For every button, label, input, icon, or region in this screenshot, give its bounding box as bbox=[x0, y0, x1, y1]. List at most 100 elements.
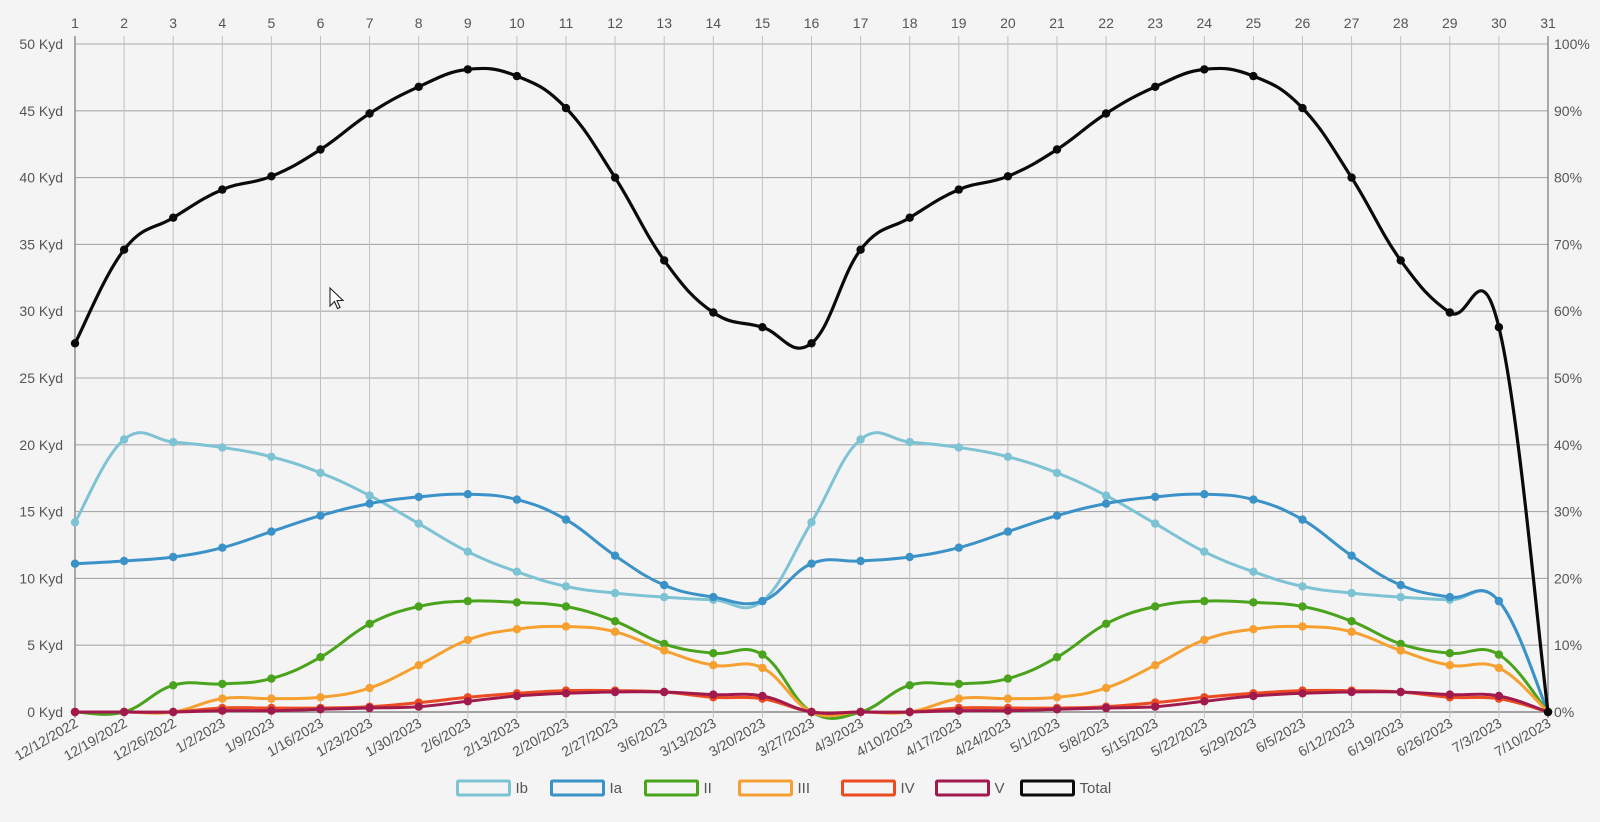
data-point[interactable] bbox=[1151, 602, 1160, 611]
data-point[interactable] bbox=[954, 543, 963, 552]
data-point[interactable] bbox=[414, 661, 423, 670]
series-total[interactable] bbox=[70, 65, 1553, 717]
data-point[interactable] bbox=[1396, 646, 1405, 655]
data-point[interactable] bbox=[1347, 588, 1356, 598]
data-point[interactable] bbox=[561, 582, 571, 591]
data-point[interactable] bbox=[1200, 635, 1209, 645]
data-point[interactable] bbox=[1151, 519, 1160, 528]
data-point[interactable] bbox=[463, 697, 472, 706]
data-point[interactable] bbox=[1200, 697, 1209, 706]
data-point[interactable] bbox=[610, 173, 620, 182]
data-point[interactable] bbox=[70, 707, 80, 717]
data-point[interactable] bbox=[758, 596, 767, 606]
data-point[interactable] bbox=[709, 308, 718, 317]
data-point[interactable] bbox=[709, 649, 718, 658]
data-point[interactable] bbox=[807, 707, 816, 717]
data-point[interactable] bbox=[1249, 598, 1258, 607]
data-point[interactable] bbox=[610, 588, 620, 598]
data-point[interactable] bbox=[660, 580, 669, 590]
data-point[interactable] bbox=[267, 694, 276, 703]
data-point[interactable] bbox=[1249, 495, 1258, 504]
data-point[interactable] bbox=[758, 650, 767, 659]
data-point[interactable] bbox=[365, 491, 374, 500]
data-point[interactable] bbox=[267, 674, 276, 683]
data-point[interactable] bbox=[1445, 661, 1455, 670]
data-point[interactable] bbox=[1249, 71, 1258, 81]
data-point[interactable] bbox=[1249, 691, 1258, 701]
series-ib[interactable] bbox=[70, 431, 1553, 717]
legend-item-total[interactable]: Total bbox=[1020, 779, 1112, 797]
data-point[interactable] bbox=[1396, 256, 1405, 265]
data-point[interactable] bbox=[218, 694, 227, 703]
data-point[interactable] bbox=[316, 693, 325, 702]
data-point[interactable] bbox=[267, 527, 276, 536]
data-point[interactable] bbox=[1298, 602, 1307, 611]
data-point[interactable] bbox=[1003, 706, 1013, 715]
data-point[interactable] bbox=[1347, 617, 1356, 626]
data-point[interactable] bbox=[414, 82, 423, 92]
data-point[interactable] bbox=[414, 602, 423, 611]
data-point[interactable] bbox=[1151, 661, 1160, 670]
data-point[interactable] bbox=[1494, 323, 1504, 332]
data-point[interactable] bbox=[316, 468, 325, 478]
data-point[interactable] bbox=[905, 552, 914, 562]
data-point[interactable] bbox=[1101, 499, 1111, 508]
legend-item-ib[interactable]: Ib bbox=[456, 779, 529, 797]
data-point[interactable] bbox=[218, 185, 227, 194]
data-point[interactable] bbox=[1052, 693, 1062, 702]
data-point[interactable] bbox=[1052, 468, 1062, 478]
data-point[interactable] bbox=[512, 71, 522, 81]
data-point[interactable] bbox=[660, 639, 669, 649]
data-point[interactable] bbox=[365, 619, 374, 628]
data-point[interactable] bbox=[1396, 592, 1405, 602]
data-point[interactable] bbox=[807, 339, 816, 348]
data-point[interactable] bbox=[119, 707, 129, 717]
data-point[interactable] bbox=[1494, 650, 1504, 659]
data-point[interactable] bbox=[169, 213, 178, 222]
data-point[interactable] bbox=[414, 702, 423, 711]
data-point[interactable] bbox=[856, 435, 865, 444]
data-point[interactable] bbox=[1200, 596, 1209, 606]
legend-item-iii[interactable]: III bbox=[738, 779, 811, 797]
data-point[interactable] bbox=[512, 598, 522, 607]
data-point[interactable] bbox=[1151, 492, 1160, 502]
data-point[interactable] bbox=[660, 646, 669, 655]
data-point[interactable] bbox=[1249, 625, 1258, 634]
data-point[interactable] bbox=[414, 492, 423, 502]
data-point[interactable] bbox=[365, 703, 374, 713]
data-point[interactable] bbox=[70, 559, 80, 568]
data-point[interactable] bbox=[1052, 145, 1062, 154]
data-point[interactable] bbox=[1101, 619, 1111, 628]
data-point[interactable] bbox=[316, 653, 325, 662]
data-point[interactable] bbox=[954, 443, 963, 452]
data-point[interactable] bbox=[1396, 639, 1405, 649]
data-point[interactable] bbox=[1052, 653, 1062, 662]
data-point[interactable] bbox=[1151, 82, 1160, 92]
data-point[interactable] bbox=[365, 109, 374, 118]
data-point[interactable] bbox=[119, 435, 129, 444]
data-point[interactable] bbox=[561, 689, 571, 698]
data-point[interactable] bbox=[1298, 515, 1307, 524]
data-point[interactable] bbox=[954, 706, 963, 715]
data-point[interactable] bbox=[610, 551, 620, 560]
data-point[interactable] bbox=[807, 559, 816, 568]
data-point[interactable] bbox=[1052, 511, 1062, 520]
data-point[interactable] bbox=[807, 518, 816, 527]
data-point[interactable] bbox=[414, 519, 423, 528]
data-point[interactable] bbox=[169, 437, 178, 447]
data-point[interactable] bbox=[1003, 694, 1013, 703]
data-point[interactable] bbox=[1445, 649, 1455, 658]
data-point[interactable] bbox=[1151, 702, 1160, 711]
data-point[interactable] bbox=[1347, 627, 1356, 636]
data-point[interactable] bbox=[70, 339, 80, 348]
data-point[interactable] bbox=[856, 556, 865, 566]
data-point[interactable] bbox=[119, 245, 129, 254]
data-point[interactable] bbox=[1396, 687, 1405, 697]
data-point[interactable] bbox=[512, 495, 522, 504]
legend-item-ia[interactable]: Ia bbox=[550, 779, 623, 797]
data-point[interactable] bbox=[954, 679, 963, 689]
data-point[interactable] bbox=[660, 592, 669, 602]
data-point[interactable] bbox=[905, 681, 914, 690]
data-point[interactable] bbox=[169, 681, 178, 690]
data-point[interactable] bbox=[1494, 596, 1504, 606]
